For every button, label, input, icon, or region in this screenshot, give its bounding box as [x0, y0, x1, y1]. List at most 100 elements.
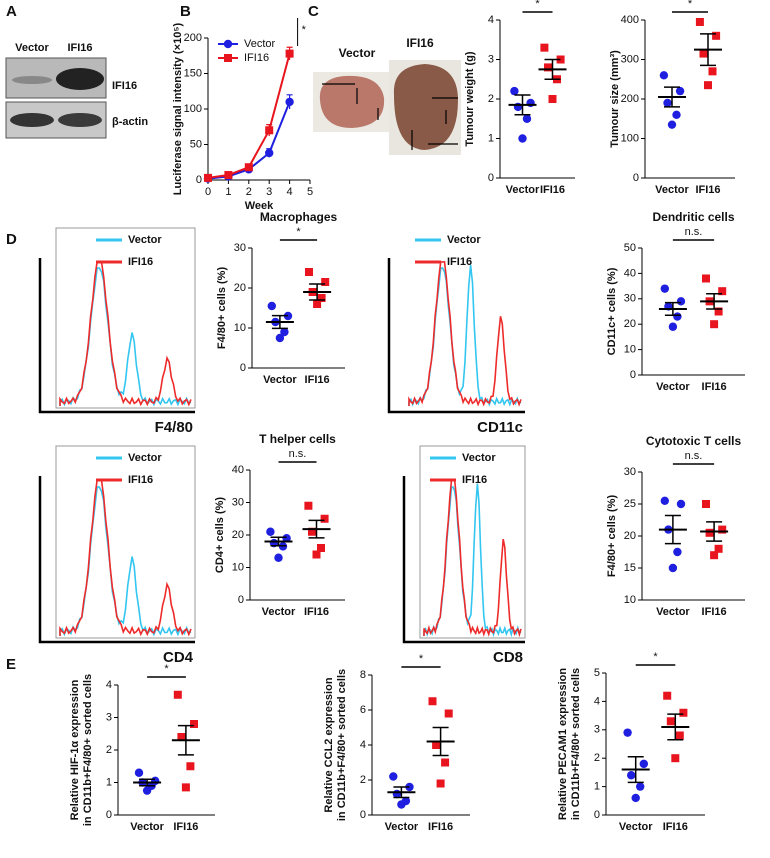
data-point — [660, 284, 669, 293]
data-point — [714, 544, 723, 553]
y-tick-label: 30 — [234, 242, 246, 254]
data-point — [280, 327, 289, 337]
annotation: * — [164, 663, 169, 675]
legend-label: Vector — [462, 452, 496, 464]
chart-title: Cytotoxic T cells — [646, 434, 742, 448]
y-tick-label: 0 — [106, 809, 112, 821]
data-point — [666, 717, 675, 726]
data-point — [702, 500, 710, 508]
photo-label: Vector — [339, 46, 376, 60]
blot-band — [10, 113, 54, 127]
x-tick-label: 3 — [266, 186, 272, 198]
histogram-marker: F4/80 — [155, 419, 193, 436]
y-tick-label: 20 — [624, 530, 636, 542]
y-axis-label: CD11c+ cells (%) — [606, 267, 618, 355]
y-tick-label: 20 — [234, 282, 246, 294]
data-point — [631, 793, 640, 803]
histogram-frame — [419, 445, 526, 639]
histogram-curve — [59, 486, 192, 637]
histogram-curve — [59, 267, 192, 407]
annotation: * — [535, 0, 540, 10]
sem-bar — [664, 301, 681, 317]
y-axis-label: Relative PECAM1 expression — [557, 668, 569, 821]
data-point — [710, 320, 719, 329]
data-point — [660, 496, 669, 505]
data-point — [267, 301, 276, 311]
data-point — [668, 322, 678, 331]
data-point — [710, 551, 719, 560]
data-point — [397, 800, 406, 809]
data-point — [702, 274, 710, 283]
data-point — [623, 728, 632, 737]
annotation: * — [688, 0, 693, 10]
histogram-curve — [423, 483, 522, 638]
data-point — [265, 126, 274, 135]
data-point — [186, 762, 195, 771]
y-tick-label: 100 — [184, 103, 202, 115]
data-point — [134, 768, 144, 777]
x-tick-label: 0 — [205, 186, 211, 198]
y-tick-label: 40 — [624, 267, 636, 279]
data-point — [444, 709, 453, 718]
data-point — [244, 163, 253, 172]
legend-label: IFI16 — [244, 52, 269, 64]
data-point — [223, 39, 233, 49]
sem-bar — [309, 283, 326, 301]
y-axis-label: in CD11b+F4/80+ sorted cells — [82, 674, 94, 826]
y-axis-label: Luciferase signal intensity (×10⁵) — [172, 22, 184, 195]
legend-label: Vector — [447, 234, 481, 246]
x-tick-label: IFI16 — [428, 821, 453, 833]
x-tick-label: Vector — [263, 374, 297, 386]
y-tick-label: 20 — [624, 318, 636, 330]
sem-bar — [271, 314, 288, 330]
tumour — [319, 75, 385, 128]
data-point — [224, 54, 232, 62]
legend-label: IFI16 — [462, 474, 487, 486]
data-point — [275, 333, 285, 343]
photo-label: IFI16 — [406, 36, 434, 50]
data-point — [428, 697, 437, 706]
y-tick-label: 200 — [184, 32, 202, 44]
data-point — [673, 312, 682, 321]
y-tick-label: 30 — [624, 466, 636, 478]
histogram-frame — [55, 227, 196, 409]
y-tick-label: 1 — [594, 781, 600, 793]
y-tick-label: 300 — [621, 53, 639, 65]
panel-label: D — [6, 231, 17, 248]
x-tick-label: 1 — [225, 186, 231, 198]
sem-bar — [139, 778, 156, 787]
data-point — [304, 501, 313, 510]
histogram-marker: CD11c — [477, 419, 523, 436]
x-tick-label: 5 — [307, 186, 313, 198]
data-point — [518, 134, 527, 143]
y-tick-label: 10 — [624, 344, 636, 356]
y-axis-label: Tumour weight (g) — [464, 51, 476, 146]
y-tick-label: 10 — [234, 322, 246, 334]
data-point — [441, 758, 450, 767]
data-point — [548, 95, 557, 103]
x-tick-label: IFI16 — [305, 374, 330, 386]
data-point — [266, 527, 275, 536]
chart-title: T helper cells — [259, 432, 336, 446]
data-point — [142, 786, 152, 795]
y-tick-label: 40 — [232, 464, 244, 476]
data-point — [317, 294, 326, 302]
data-point — [627, 771, 636, 780]
data-point — [389, 772, 398, 781]
sem-bar — [706, 292, 723, 310]
band-label: IFI16 — [112, 80, 137, 92]
sem-bar — [664, 514, 681, 545]
y-tick-label: 2 — [106, 744, 112, 756]
data-point — [676, 499, 686, 509]
data-point — [190, 720, 198, 728]
data-point — [718, 287, 727, 296]
arrow — [322, 83, 458, 150]
sem-bar — [432, 726, 449, 757]
panel-label: C — [308, 3, 319, 20]
x-tick-label: 2 — [246, 186, 252, 198]
panel-label: B — [180, 3, 191, 20]
data-point — [671, 754, 680, 763]
y-tick-label: 5 — [594, 667, 600, 679]
sem-bar — [270, 536, 287, 547]
